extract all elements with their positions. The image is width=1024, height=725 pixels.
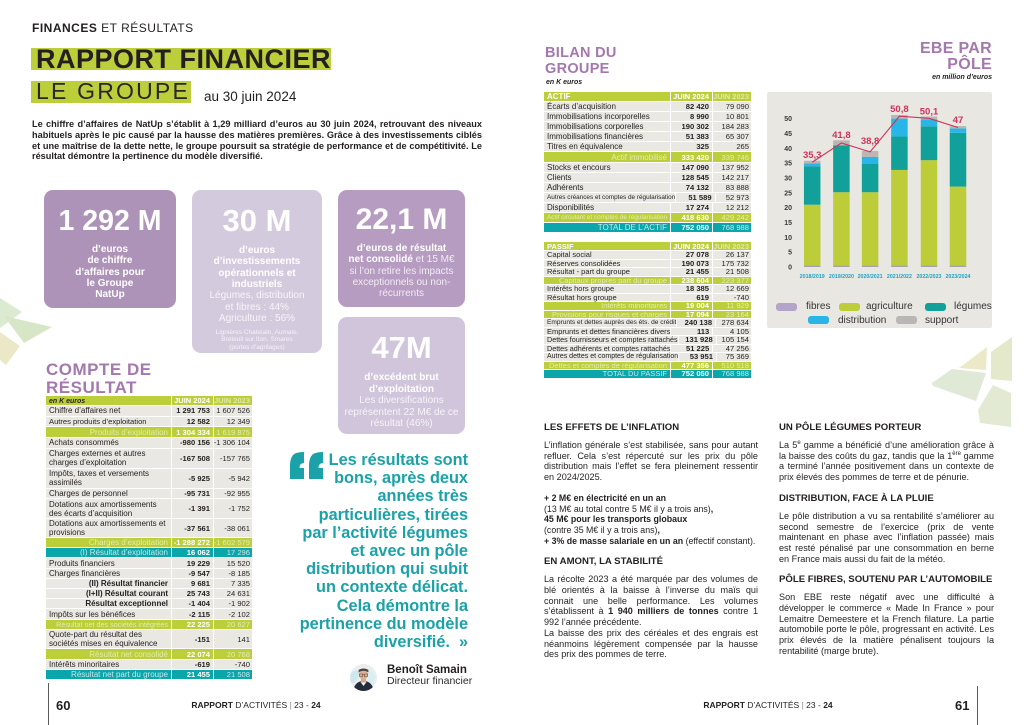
svg-text:40: 40 xyxy=(784,146,792,153)
svg-text:15: 15 xyxy=(784,220,792,227)
svg-text:25: 25 xyxy=(784,190,792,197)
svg-text:30: 30 xyxy=(784,175,792,182)
svg-text:5: 5 xyxy=(788,250,792,257)
svg-text:45: 45 xyxy=(784,131,792,138)
svg-text:2021/2022: 2021/2022 xyxy=(887,274,912,280)
svg-text:38,8: 38,8 xyxy=(861,136,880,147)
svg-text:35: 35 xyxy=(784,161,792,168)
svg-text:10: 10 xyxy=(784,235,792,242)
svg-text:41,8: 41,8 xyxy=(832,130,851,141)
svg-text:2019/2020: 2019/2020 xyxy=(829,274,854,280)
svg-text:2022/2023: 2022/2023 xyxy=(916,274,941,280)
svg-text:2020/2021: 2020/2021 xyxy=(858,274,883,280)
svg-text:2023/2024: 2023/2024 xyxy=(945,274,970,280)
svg-text:35,3: 35,3 xyxy=(803,150,822,161)
svg-text:2018/2019: 2018/2019 xyxy=(800,274,825,280)
svg-text:50,1: 50,1 xyxy=(920,107,939,118)
svg-text:20: 20 xyxy=(784,205,792,212)
svg-text:0: 0 xyxy=(788,265,792,272)
svg-text:47: 47 xyxy=(953,115,964,126)
svg-text:50: 50 xyxy=(784,116,792,123)
svg-text:50,8: 50,8 xyxy=(890,104,909,115)
